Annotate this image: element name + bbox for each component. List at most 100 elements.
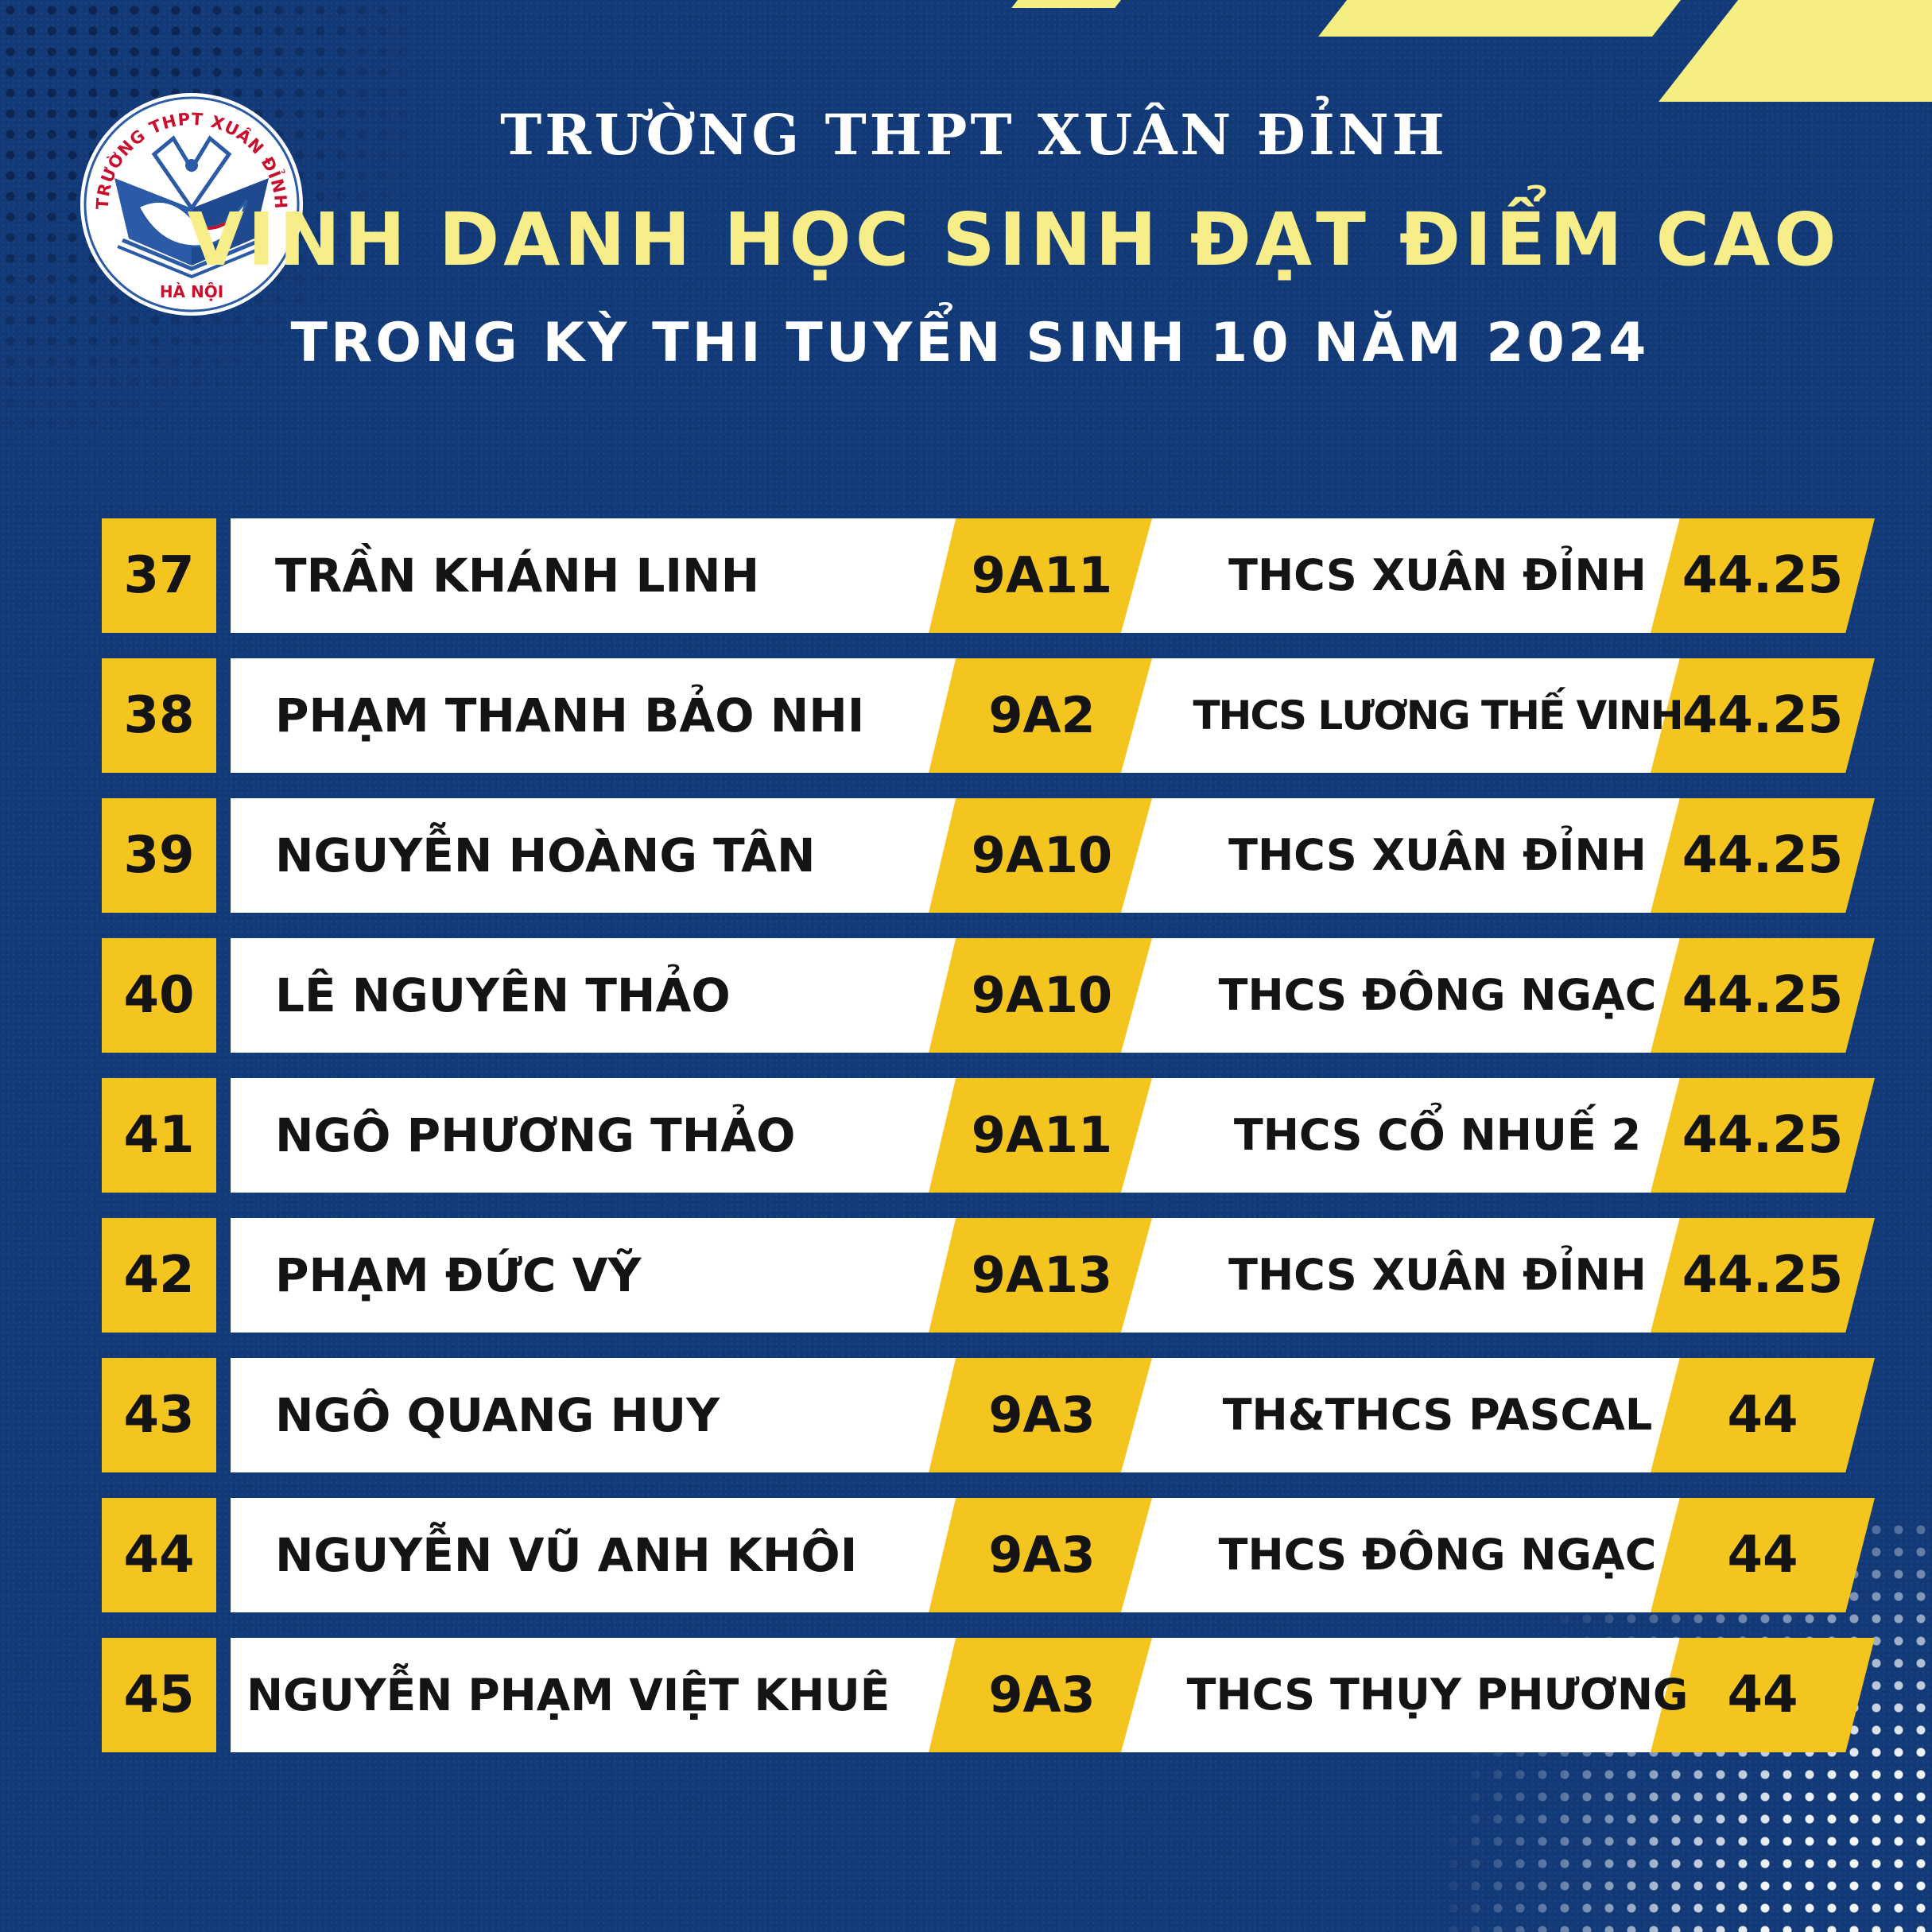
score-box (1651, 1638, 1875, 1752)
rank-label: 38 (123, 686, 195, 745)
school-label: THCS THỤY PHƯƠNG (1186, 1670, 1689, 1720)
table-row: 41 NGÔ PHƯƠNG THẢO 9A11 THCS CỔ NHUẾ 2 4… (102, 1078, 1875, 1193)
class-box (929, 518, 1155, 633)
student-name: PHẠM THANH BẢO NHI (275, 689, 865, 743)
rank-box (102, 1078, 216, 1193)
class-label: 9A3 (988, 1666, 1096, 1724)
rank-label: 43 (123, 1386, 195, 1445)
class-box (929, 1358, 1155, 1472)
score-label: 44 (1727, 1386, 1798, 1445)
school-box (1121, 1498, 1741, 1612)
school-name: TRƯỜNG THPT XUÂN ĐỈNH (500, 102, 1448, 168)
student-name: NGÔ QUANG HUY (275, 1388, 720, 1442)
score-box (1651, 518, 1875, 633)
decorative-stripe (1011, 0, 1127, 8)
page-subtitle: TRONG KỲ THI TUYỂN SINH 10 NĂM 2024 (290, 312, 1650, 374)
school-box (1121, 1078, 1741, 1193)
rank-label: 45 (123, 1666, 195, 1724)
score-box (1651, 1218, 1875, 1333)
class-label: 9A11 (971, 546, 1113, 604)
name-box (231, 798, 1042, 913)
score-label: 44.25 (1682, 826, 1844, 885)
school-box (1121, 798, 1741, 913)
rank-box (102, 1638, 216, 1752)
class-label: 9A3 (988, 1526, 1096, 1584)
school-label: THCS XUÂN ĐỈNH (1228, 830, 1647, 880)
class-box (929, 798, 1155, 913)
table-row: 40 LÊ NGUYÊN THẢO 9A10 THCS ĐÔNG NGẠC 44… (102, 938, 1875, 1053)
school-box (1121, 1358, 1741, 1472)
rank-box (102, 1358, 216, 1472)
name-box (231, 658, 1042, 773)
school-box (1121, 518, 1741, 633)
student-name: TRẦN KHÁNH LINH (275, 549, 760, 603)
decorative-stripe (1318, 0, 1687, 37)
table-row: 42 PHẠM ĐỨC VỸ 9A13 THCS XUÂN ĐỈNH 44.25 (102, 1218, 1875, 1333)
school-logo: TRƯỜNG THPT XUÂN ĐỈNH HÀ NỘI (80, 93, 303, 316)
student-name: PHẠM ĐỨC VỸ (275, 1248, 642, 1302)
class-box (929, 658, 1155, 773)
rank-box (102, 518, 216, 633)
page-title: VINH DANH HỌC SINH ĐẠT ĐIỂM CAO (187, 197, 1841, 282)
student-name: LÊ NGUYÊN THẢO (275, 968, 731, 1022)
name-box (231, 1078, 1042, 1193)
class-box (929, 1078, 1155, 1193)
score-box (1651, 1078, 1875, 1193)
name-box (231, 938, 1042, 1053)
student-name: NGUYỄN PHẠM VIỆT KHUÊ (246, 1670, 890, 1721)
class-box (929, 1638, 1155, 1752)
table-row: 45 NGUYỄN PHẠM VIỆT KHUÊ 9A3 THCS THỤY P… (102, 1638, 1875, 1752)
class-label: 9A11 (971, 1106, 1113, 1164)
rank-label: 40 (123, 966, 195, 1025)
name-box (231, 1358, 1042, 1472)
school-box (1121, 938, 1741, 1053)
rank-box (102, 798, 216, 913)
class-label: 9A2 (988, 686, 1096, 744)
logo-city-text: HÀ NỘI (160, 282, 223, 301)
student-name: NGÔ PHƯƠNG THẢO (275, 1108, 796, 1162)
school-label: THCS ĐÔNG NGẠC (1218, 970, 1657, 1020)
score-label: 44.25 (1682, 1246, 1844, 1305)
class-box (929, 938, 1155, 1053)
table-row: 39 NGUYỄN HOÀNG TÂN 9A10 THCS XUÂN ĐỈNH … (102, 798, 1875, 913)
score-box (1651, 798, 1875, 913)
class-label: 9A13 (971, 1246, 1113, 1304)
school-label: THCS ĐÔNG NGẠC (1218, 1530, 1657, 1580)
rank-box (102, 1218, 216, 1333)
name-box (231, 1218, 1042, 1333)
rank-label: 41 (123, 1106, 195, 1165)
score-box (1651, 1498, 1875, 1612)
score-box (1651, 1358, 1875, 1472)
score-label: 44.25 (1682, 546, 1844, 605)
class-box (929, 1498, 1155, 1612)
score-label: 44.25 (1682, 966, 1844, 1025)
rank-box (102, 658, 216, 773)
name-box (231, 1498, 1042, 1612)
name-box (231, 518, 1042, 633)
rank-label: 37 (123, 546, 195, 605)
class-label: 9A3 (988, 1386, 1096, 1444)
class-label: 9A10 (971, 966, 1113, 1024)
student-name: NGUYỄN HOÀNG TÂN (275, 828, 816, 883)
school-box (1121, 1638, 1741, 1752)
rank-label: 44 (123, 1526, 195, 1585)
rank-box (102, 938, 216, 1053)
score-label: 44.25 (1682, 686, 1844, 745)
score-box (1651, 658, 1875, 773)
rank-label: 39 (123, 826, 195, 885)
school-label: THCS CỔ NHUẾ 2 (1233, 1110, 1642, 1160)
class-box (929, 1218, 1155, 1333)
score-box (1651, 938, 1875, 1053)
school-box (1121, 1218, 1741, 1333)
school-box (1121, 658, 1741, 773)
table-row: 38 PHẠM THANH BẢO NHI 9A2 THCS LƯƠNG THẾ… (102, 658, 1875, 773)
score-label: 44 (1727, 1666, 1798, 1724)
school-label: THCS XUÂN ĐỈNH (1228, 1250, 1647, 1300)
rank-label: 42 (123, 1246, 195, 1305)
school-label: THCS XUÂN ĐỈNH (1228, 550, 1647, 600)
class-label: 9A10 (971, 826, 1113, 884)
student-name: NGUYỄN VŨ ANH KHÔI (275, 1528, 858, 1582)
score-label: 44 (1727, 1526, 1798, 1585)
name-box (231, 1638, 1042, 1752)
school-label: THCS LƯƠNG THẾ VINH (1193, 692, 1683, 739)
